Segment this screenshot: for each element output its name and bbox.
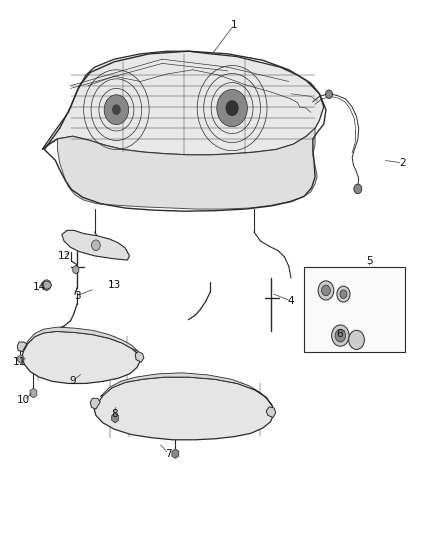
Polygon shape: [42, 128, 317, 209]
Text: 13: 13: [108, 280, 121, 290]
Text: 8: 8: [111, 409, 117, 419]
Circle shape: [335, 329, 346, 342]
Circle shape: [321, 285, 330, 296]
Text: 3: 3: [74, 290, 81, 301]
Polygon shape: [21, 332, 141, 383]
Polygon shape: [266, 407, 276, 417]
Text: 2: 2: [399, 158, 406, 168]
Bar: [304, 266, 405, 352]
Polygon shape: [100, 373, 272, 406]
Text: 5: 5: [366, 256, 373, 266]
Circle shape: [112, 104, 121, 115]
Circle shape: [104, 95, 129, 125]
Circle shape: [354, 184, 362, 193]
Polygon shape: [27, 327, 138, 352]
Polygon shape: [62, 230, 130, 260]
Text: 11: 11: [13, 357, 27, 367]
Circle shape: [349, 330, 364, 350]
Polygon shape: [17, 342, 27, 352]
Text: 7: 7: [166, 449, 172, 458]
Circle shape: [92, 240, 100, 251]
Polygon shape: [90, 398, 100, 409]
Text: 12: 12: [57, 251, 71, 261]
Text: 6: 6: [336, 329, 343, 339]
Circle shape: [337, 286, 350, 302]
Text: 14: 14: [32, 282, 46, 292]
Circle shape: [217, 90, 247, 127]
Circle shape: [332, 325, 349, 346]
Text: 4: 4: [288, 296, 294, 306]
Circle shape: [340, 290, 347, 298]
Circle shape: [325, 90, 332, 99]
Polygon shape: [135, 352, 144, 362]
Text: 9: 9: [69, 376, 76, 386]
Text: 10: 10: [17, 395, 30, 406]
Circle shape: [42, 280, 51, 290]
Polygon shape: [94, 377, 274, 440]
Text: 1: 1: [231, 20, 237, 30]
Ellipse shape: [42, 281, 51, 289]
Circle shape: [318, 281, 334, 300]
Polygon shape: [42, 51, 324, 155]
Circle shape: [226, 100, 239, 116]
